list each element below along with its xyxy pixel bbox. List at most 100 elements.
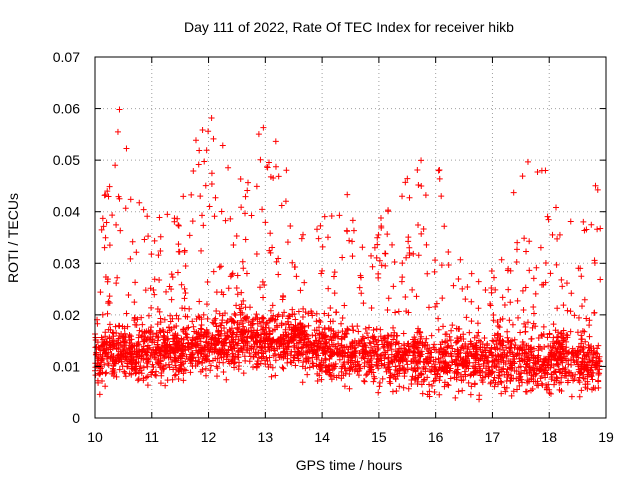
data-point — [428, 354, 435, 361]
data-point — [507, 338, 514, 345]
data-point — [255, 361, 262, 368]
data-point — [324, 234, 331, 241]
data-point — [377, 326, 384, 333]
data-point — [354, 358, 361, 365]
data-point — [503, 352, 510, 359]
data-point — [564, 332, 571, 339]
data-point — [346, 365, 353, 372]
data-point — [309, 349, 316, 356]
data-point — [200, 311, 207, 318]
data-point — [399, 364, 406, 371]
data-point — [507, 360, 514, 367]
data-point — [238, 289, 245, 296]
data-point — [514, 297, 521, 304]
data-point — [384, 338, 391, 345]
data-point — [205, 340, 212, 347]
data-point — [227, 343, 234, 350]
data-point — [240, 265, 247, 272]
data-point — [180, 336, 187, 343]
data-point — [453, 369, 460, 376]
data-point — [589, 386, 596, 393]
data-point — [448, 342, 455, 349]
data-point — [292, 316, 299, 323]
data-point — [202, 365, 209, 372]
data-point — [279, 313, 286, 320]
data-point — [376, 257, 383, 264]
data-point — [147, 352, 154, 359]
data-point — [479, 379, 486, 386]
data-point — [157, 327, 164, 334]
data-point — [269, 327, 276, 334]
data-point — [316, 363, 323, 370]
data-point — [388, 372, 395, 379]
data-point — [360, 377, 367, 384]
data-point — [138, 314, 145, 321]
data-point — [501, 301, 508, 308]
data-point — [378, 262, 385, 269]
data-point — [578, 273, 585, 280]
data-point — [309, 312, 316, 319]
data-point — [313, 318, 320, 325]
data-point — [201, 158, 208, 165]
data-point — [449, 322, 456, 329]
data-point — [557, 349, 564, 356]
data-point — [544, 334, 551, 341]
data-point — [523, 388, 530, 395]
data-point — [524, 377, 531, 384]
data-point — [552, 327, 559, 334]
data-point — [261, 281, 268, 288]
data-point — [280, 354, 287, 361]
data-point — [355, 372, 362, 379]
data-point — [550, 321, 557, 328]
data-point — [389, 241, 396, 248]
data-point — [539, 361, 546, 368]
data-point — [133, 249, 140, 256]
data-point — [510, 189, 517, 196]
data-point — [408, 380, 415, 387]
data-point — [285, 339, 292, 346]
data-point — [336, 212, 343, 219]
data-point — [488, 364, 495, 371]
data-point — [567, 308, 574, 315]
data-point — [266, 354, 273, 361]
data-point — [368, 305, 375, 312]
data-point — [349, 253, 356, 260]
data-point — [548, 371, 555, 378]
data-point — [366, 339, 373, 346]
data-point — [447, 337, 454, 344]
data-point — [184, 313, 191, 320]
data-point — [175, 315, 182, 322]
data-point — [579, 303, 586, 310]
data-point — [102, 350, 109, 357]
data-point — [132, 279, 139, 286]
data-point — [448, 358, 455, 365]
data-point — [321, 326, 328, 333]
data-point — [554, 375, 561, 382]
data-point — [109, 354, 116, 361]
data-point — [400, 330, 407, 337]
data-point — [405, 385, 412, 392]
data-point — [467, 391, 474, 398]
data-point — [324, 367, 331, 374]
data-point — [329, 350, 336, 357]
data-point — [122, 205, 129, 212]
data-point — [379, 341, 386, 348]
data-point — [237, 344, 244, 351]
data-point — [409, 286, 416, 293]
data-point — [498, 256, 505, 263]
data-point — [269, 244, 276, 251]
data-point — [438, 262, 445, 269]
data-point — [395, 308, 402, 315]
data-point — [513, 368, 520, 375]
data-point — [529, 324, 536, 331]
data-point — [347, 343, 354, 350]
data-point — [295, 357, 302, 364]
data-point — [225, 358, 232, 365]
data-point — [570, 353, 577, 360]
data-point — [370, 326, 377, 333]
data-point — [203, 331, 210, 338]
data-point — [476, 392, 483, 399]
data-point — [272, 357, 279, 364]
x-tick-label: 14 — [314, 429, 330, 445]
data-point — [583, 315, 590, 322]
